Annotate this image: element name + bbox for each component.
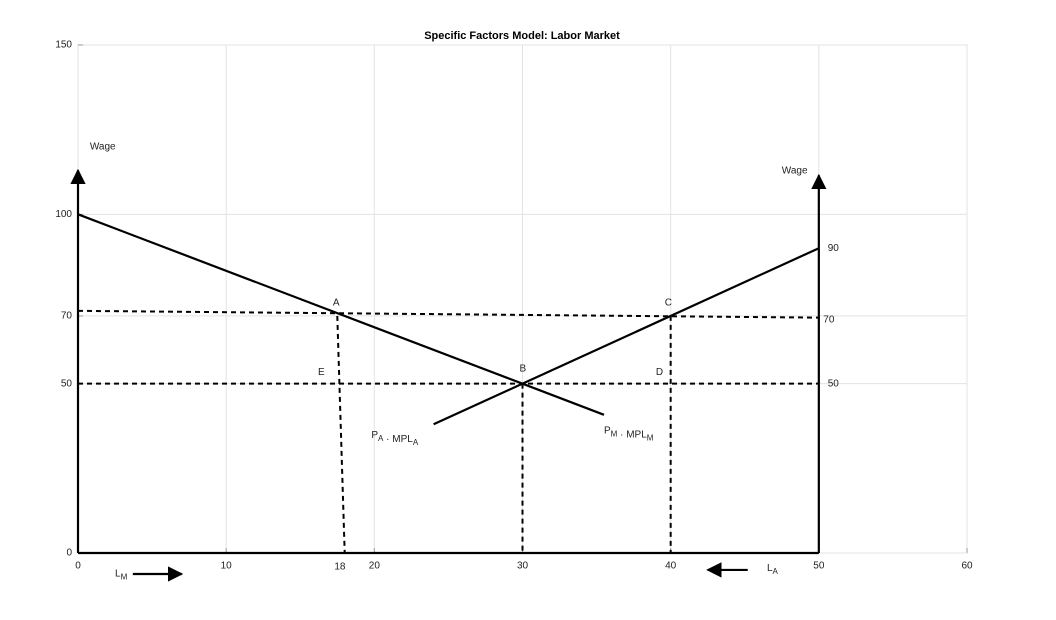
annotation-subscript: M	[121, 572, 128, 581]
annotation: A	[333, 297, 340, 308]
chart-title: Specific Factors Model: Labor Market	[424, 30, 620, 42]
annotation: 90	[828, 243, 840, 254]
annotation-subscript: A	[773, 567, 779, 576]
annotation: PM · MPLM	[604, 425, 654, 442]
annotation: PA · MPLA	[371, 430, 418, 447]
annotation: Wage	[90, 141, 116, 152]
annotation: E	[318, 366, 325, 377]
annotation-text: · MPL	[383, 434, 413, 445]
annotation-text: B	[520, 363, 527, 374]
annotation-text: · MPL	[617, 429, 647, 440]
annotation: Wage	[782, 165, 808, 176]
dashed-line	[77, 309, 819, 319]
y-tick-label: 70	[61, 311, 73, 322]
annotation-subscript: M	[611, 430, 618, 439]
annotation: LM	[115, 568, 128, 581]
annotation: D	[656, 366, 663, 377]
annotation-text: 70	[823, 314, 835, 325]
annotation: C	[665, 297, 672, 308]
y-tick-label: 50	[61, 378, 73, 389]
dashed-line	[336, 315, 346, 554]
annotation-text: C	[665, 297, 672, 308]
annotation-text: 18	[334, 561, 346, 572]
x-tick-label: 40	[665, 561, 677, 572]
annotation-text: E	[318, 366, 325, 377]
annotation-text: P	[371, 430, 378, 441]
x-tick-label: 20	[369, 561, 381, 572]
annotation-subscript: M	[647, 434, 654, 443]
annotation-subscript: A	[378, 434, 384, 443]
y-tick-label: 100	[55, 209, 72, 220]
x-tick-label: 10	[221, 561, 233, 572]
x-tick-label: 60	[961, 561, 973, 572]
annotation-text: Wage	[90, 141, 116, 152]
y-tick-label: 0	[66, 548, 72, 559]
annotation: LA	[767, 563, 779, 576]
annotation: 18	[334, 561, 346, 572]
annotation-text: P	[604, 425, 611, 436]
annotation-text: D	[656, 366, 663, 377]
annotation-text: 50	[828, 378, 840, 389]
annotation: 50	[828, 378, 840, 389]
annotation: 70	[823, 314, 835, 325]
annotation: B	[520, 363, 527, 374]
annotation-text: 90	[828, 243, 840, 254]
annotation-text: A	[333, 297, 340, 308]
x-tick-label: 0	[75, 561, 81, 572]
annotation-text: L	[115, 568, 121, 579]
x-tick-label: 30	[517, 561, 529, 572]
annotation-subscript: A	[413, 438, 419, 447]
annotation-text: L	[767, 563, 773, 574]
x-tick-label: 50	[813, 561, 825, 572]
annotation-text: Wage	[782, 165, 808, 176]
y-tick-label: 150	[55, 40, 72, 51]
